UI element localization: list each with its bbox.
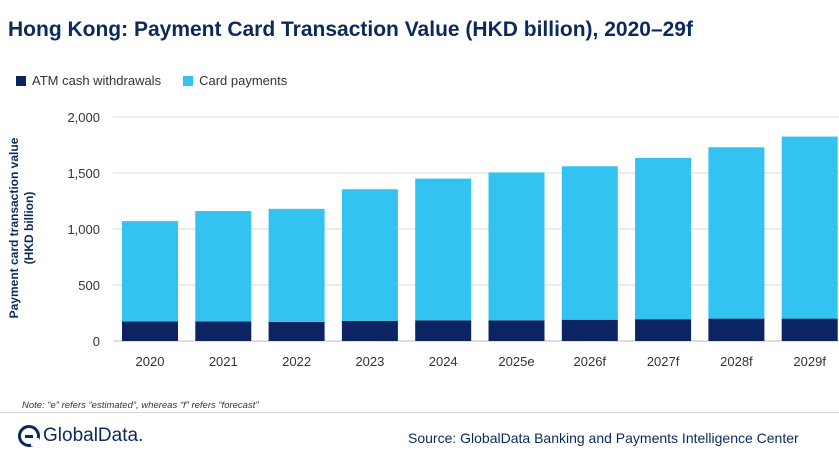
- x-tick-label: 2029f: [793, 354, 826, 369]
- bar-atm-cash-withdrawals: [781, 318, 838, 341]
- bar-atm-cash-withdrawals: [635, 319, 692, 341]
- y-tick-label: 500: [78, 278, 100, 293]
- bar-card-payments: [122, 221, 178, 322]
- legend-swatch-atm: [16, 75, 26, 86]
- bar-card-payments: [635, 157, 692, 320]
- logo-text: GlobalData.: [43, 425, 144, 446]
- x-tick-label: 2022: [282, 354, 311, 369]
- x-tick-label: 2020: [136, 354, 165, 369]
- bar-atm-cash-withdrawals: [561, 319, 618, 341]
- bar-card-payments: [561, 166, 618, 320]
- bar-card-payments: [415, 178, 472, 321]
- bar-atm-cash-withdrawals: [708, 318, 765, 341]
- bar-atm-cash-withdrawals: [341, 320, 398, 341]
- bar-card-payments: [195, 211, 252, 322]
- bar-atm-cash-withdrawals: [415, 320, 472, 341]
- legend: ATM cash withdrawals Card payments: [16, 73, 309, 88]
- legend-item-atm: ATM cash withdrawals: [16, 73, 161, 88]
- x-tick-label: 2027f: [647, 354, 680, 369]
- bar-chart: 0 500 1,000 1,500 2,000 2020 2021 2022 2023 2024 2…: [67, 110, 839, 369]
- chart-title: Hong Kong: Payment Card Transaction Valu…: [8, 18, 693, 41]
- legend-label-atm: ATM cash withdrawals: [32, 73, 162, 88]
- globaldata-logo: GlobalData.: [18, 425, 143, 447]
- legend-label-card: Card payments: [199, 73, 288, 88]
- x-tick-label: 2028f: [720, 354, 753, 369]
- bar-card-payments: [268, 208, 325, 322]
- bar-atm-cash-withdrawals: [195, 321, 252, 341]
- footnote: Note: “e” refers “estimated”, whereas “f…: [22, 400, 259, 411]
- footer-divider: [0, 412, 839, 413]
- y-tick-label: 0: [93, 334, 100, 349]
- x-tick-label: 2025e: [498, 354, 534, 369]
- bar-card-payments: [781, 136, 838, 319]
- legend-item-card: Card payments: [183, 73, 287, 88]
- bar-atm-cash-withdrawals: [268, 321, 325, 341]
- bar-card-payments: [708, 147, 765, 319]
- bar-atm-cash-withdrawals: [122, 321, 178, 341]
- globaldata-logo-icon: [18, 425, 40, 447]
- y-tick-label: 2,000: [67, 110, 100, 125]
- source-text: Source: GlobalData Banking and Payments …: [408, 430, 799, 446]
- legend-swatch-card: [183, 75, 194, 86]
- x-tick-label: 2024: [429, 354, 458, 369]
- bar-card-payments: [341, 189, 398, 321]
- bar-atm-cash-withdrawals: [488, 320, 545, 341]
- x-tick-label: 2026f: [574, 354, 607, 369]
- bar-card-payments: [488, 172, 545, 321]
- y-tick-label: 1,500: [67, 166, 100, 181]
- x-tick-label: 2023: [355, 354, 384, 369]
- y-tick-label: 1,000: [67, 222, 100, 237]
- x-tick-label: 2021: [209, 354, 238, 369]
